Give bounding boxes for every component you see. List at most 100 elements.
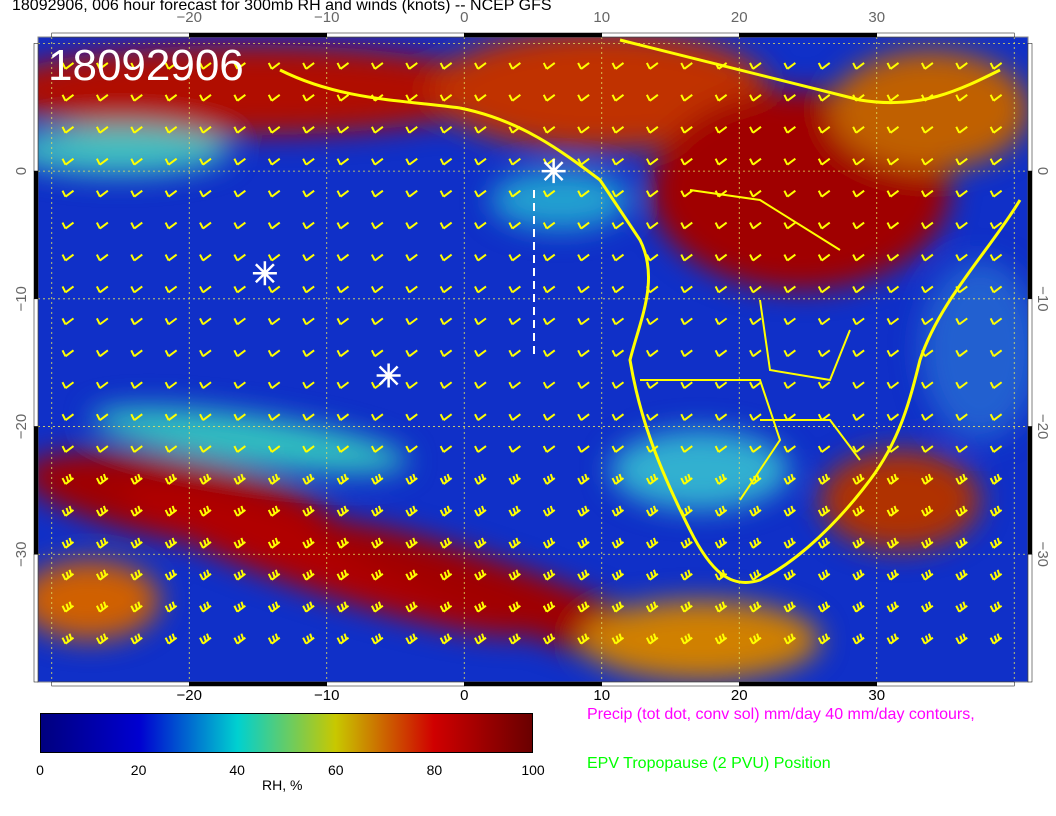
wind-barb	[164, 633, 178, 645]
wind-barb	[611, 569, 625, 581]
wind-barb	[302, 349, 315, 358]
wind-barb	[817, 189, 831, 198]
wind-barb	[817, 505, 831, 517]
wind-barb	[749, 221, 762, 230]
wind-barb	[886, 505, 900, 517]
wind-barb	[852, 349, 865, 358]
wind-barb	[680, 601, 693, 613]
wind-barb	[302, 505, 315, 517]
wind-barb	[336, 633, 350, 645]
wind-barb	[61, 221, 75, 230]
wind-barb	[852, 601, 865, 613]
wind-barb	[302, 601, 315, 613]
wind-barb	[370, 505, 384, 517]
wind-barb	[233, 317, 246, 326]
wind-barb	[199, 62, 212, 70]
lat-tick-label: −20	[13, 414, 30, 439]
frame-bar	[464, 32, 602, 38]
wind-barb	[577, 633, 590, 645]
wind-barb	[577, 445, 590, 453]
wind-barb	[267, 601, 281, 613]
wind-barb	[405, 445, 418, 453]
wind-barb	[199, 94, 212, 102]
wind-barb	[439, 381, 453, 390]
wind-barb	[989, 94, 1003, 102]
wind-barb	[95, 317, 109, 326]
wind-barb	[302, 189, 315, 198]
wind-barb	[199, 537, 212, 549]
wind-barb	[645, 569, 659, 581]
wind-barb	[611, 445, 625, 453]
wind-barb	[852, 157, 865, 166]
wind-barb	[886, 413, 900, 421]
wind-barb	[577, 349, 590, 358]
wind-barb	[439, 157, 453, 166]
wind-barb	[955, 413, 968, 421]
wind-barb	[370, 221, 384, 230]
colorbar-tick: 100	[521, 762, 545, 778]
wind-barb	[474, 125, 487, 134]
wind-barb	[439, 221, 453, 230]
wind-barb	[714, 537, 728, 549]
wind-barb	[886, 633, 900, 645]
wind-barb	[542, 253, 556, 262]
wind-barb	[302, 569, 315, 581]
wind-barb	[783, 445, 796, 453]
wind-barb	[439, 505, 453, 517]
colorbar-label: RH, %	[262, 777, 303, 793]
wind-barb	[714, 253, 728, 262]
wind-barb	[783, 94, 796, 102]
wind-barb	[130, 473, 143, 485]
wind-barb	[955, 633, 968, 645]
wind-barb	[233, 94, 246, 102]
wind-barb	[680, 62, 693, 70]
wind-barb	[817, 633, 831, 645]
wind-barb	[542, 569, 556, 581]
wind-barb	[817, 125, 831, 134]
wind-barb	[302, 381, 315, 390]
wind-barb	[886, 221, 900, 230]
wind-barb	[199, 285, 212, 294]
wind-barb	[370, 157, 384, 166]
colorbar-tick: 0	[36, 762, 44, 778]
wind-barb	[130, 317, 143, 326]
wind-barb	[61, 62, 75, 70]
wind-barb	[164, 157, 178, 166]
wind-barb	[130, 445, 143, 453]
wind-barb	[130, 125, 143, 134]
wind-barb	[61, 413, 75, 421]
wind-barb	[886, 473, 900, 485]
wind-barb	[130, 505, 143, 517]
wind-barb	[233, 601, 246, 613]
wind-barb	[267, 317, 281, 326]
wind-barb	[439, 189, 453, 198]
wind-barb	[95, 445, 109, 453]
wind-barb	[370, 285, 384, 294]
wind-barb	[783, 537, 796, 549]
wind-barb	[370, 445, 384, 453]
wind-barb	[267, 537, 281, 549]
colorbar	[40, 713, 533, 753]
wind-barb	[370, 633, 384, 645]
wind-barb	[611, 285, 625, 294]
wind-barb	[508, 537, 521, 549]
wind-barb	[233, 285, 246, 294]
colorbar-tick: 20	[130, 762, 147, 778]
wind-barb	[886, 253, 900, 262]
wind-barb	[955, 445, 968, 453]
frame-bar	[51, 32, 190, 38]
map-frame-bars	[33, 32, 1033, 687]
wind-barb	[370, 189, 384, 198]
wind-barb	[405, 221, 418, 230]
wind-barb	[370, 253, 384, 262]
wind-barb	[302, 413, 315, 421]
wind-barb	[920, 381, 934, 390]
wind-barb	[61, 317, 75, 326]
frame-bar	[189, 32, 327, 38]
wind-barb	[886, 569, 900, 581]
wind-barb	[680, 94, 693, 102]
wind-barb	[749, 94, 762, 102]
wind-barb	[61, 381, 75, 390]
wind-barb	[439, 633, 453, 645]
wind-barb	[439, 473, 453, 485]
